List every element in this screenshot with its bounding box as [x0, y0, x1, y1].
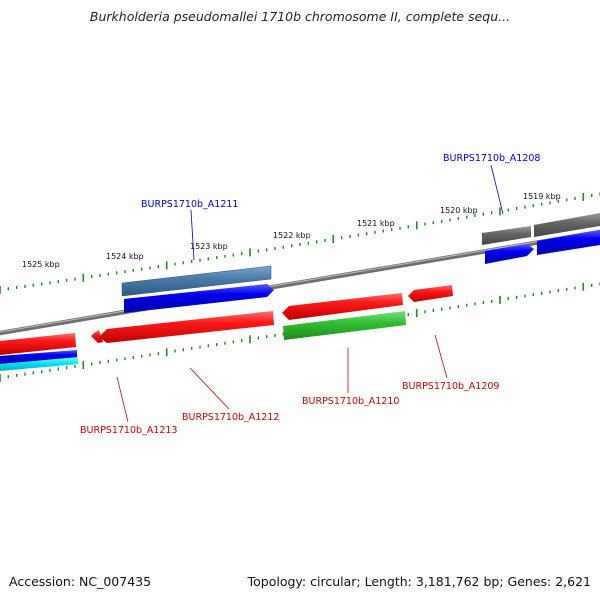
- outer-scale-ticks: [0, 192, 600, 294]
- gene-feature-A1210-green[interactable]: [283, 311, 406, 340]
- leader-line-A1211: [190, 209, 195, 261]
- leader-line-A1213: [116, 376, 129, 423]
- leader-line-A1212: [189, 367, 230, 410]
- gene-feature-cyan-left[interactable]: [0, 357, 78, 371]
- gene-feature-A1213[interactable]: [91, 330, 103, 343]
- gene-feature-blue-left[interactable]: [0, 350, 77, 364]
- gene-feature-A1208-cds[interactable]: [485, 244, 534, 264]
- topology-info: Topology: circular; Length: 3,181,762 bp…: [247, 574, 591, 589]
- chromosome-backbone-highlight: [0, 230, 600, 333]
- leader-line-A1209: [434, 334, 448, 379]
- gene-label-A1210[interactable]: BURPS1710b_A1210: [302, 396, 399, 407]
- map-title: Burkholderia pseudomallei 1710b chromoso…: [89, 9, 511, 24]
- kbp-label-1521: 1521 kbp: [357, 219, 395, 228]
- kbp-label-1520: 1520 kbp: [440, 206, 478, 215]
- gene-label-A1213[interactable]: BURPS1710b_A1213: [80, 425, 177, 436]
- kbp-label-1524: 1524 kbp: [106, 252, 144, 261]
- gene-feature-A1208-gray-2[interactable]: [534, 213, 600, 237]
- gene-label-A1212[interactable]: BURPS1710b_A1212: [182, 412, 279, 423]
- gene-feature-A1210[interactable]: [282, 293, 403, 320]
- gene-feature-red-left[interactable]: [0, 333, 76, 355]
- kbp-label-1522: 1522 kbp: [273, 231, 311, 240]
- kbp-label-1523: 1523 kbp: [190, 242, 228, 251]
- leader-line-A1208: [490, 164, 504, 215]
- gene-feature-A1212[interactable]: [99, 311, 274, 343]
- gene-feature-A1208-gray[interactable]: [482, 226, 531, 245]
- gene-label-A1208[interactable]: BURPS1710b_A1208: [443, 153, 540, 164]
- kbp-label-1525: 1525 kbp: [22, 260, 60, 269]
- gene-label-A1211[interactable]: BURPS1710b_A1211: [141, 199, 238, 210]
- gene-feature-A1211-cds[interactable]: [124, 284, 274, 313]
- gene-feature-A1211-steelblue[interactable]: [121, 265, 272, 297]
- accession-info: Accession: NC_007435: [9, 574, 152, 589]
- kbp-label-1519: 1519 kbp: [523, 192, 561, 201]
- gene-feature-blue-right[interactable]: [537, 230, 600, 255]
- gene-feature-A1209[interactable]: [408, 285, 453, 302]
- gene-label-A1209[interactable]: BURPS1710b_A1209: [402, 381, 499, 392]
